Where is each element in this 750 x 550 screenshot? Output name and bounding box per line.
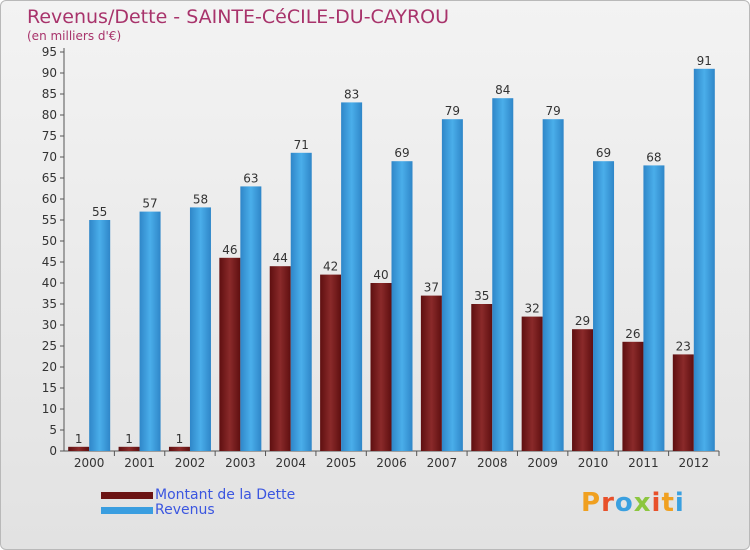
y-tick-label: 5 <box>49 423 57 437</box>
data-label-revenus: 58 <box>193 192 208 206</box>
bar-dette <box>269 266 291 451</box>
bar-revenus <box>391 161 413 451</box>
y-tick-label: 0 <box>49 444 57 458</box>
data-label-revenus: 63 <box>243 171 258 185</box>
data-label-dette: 1 <box>176 432 184 446</box>
x-tick-label: 2001 <box>124 456 155 470</box>
legend-swatch-revenus <box>101 506 153 514</box>
bar-dette <box>118 446 140 451</box>
data-label-revenus: 83 <box>344 87 359 101</box>
data-label-dette: 44 <box>273 251 288 265</box>
x-tick-label: 2003 <box>225 456 256 470</box>
bar-revenus <box>290 152 312 452</box>
x-tick-label: 2008 <box>477 456 508 470</box>
y-tick-label: 10 <box>42 402 57 416</box>
data-label-revenus: 79 <box>445 104 460 118</box>
bar-dette <box>420 295 442 451</box>
x-tick-label: 2000 <box>74 456 105 470</box>
y-tick-label: 55 <box>42 213 57 227</box>
y-tick-label: 75 <box>42 129 57 143</box>
y-tick-label: 80 <box>42 108 57 122</box>
bars <box>68 68 715 452</box>
data-label-revenus: 71 <box>294 138 309 152</box>
bar-dette <box>219 257 241 451</box>
bar-dette <box>370 283 392 451</box>
data-label-dette: 40 <box>373 268 388 282</box>
data-labels: 1 55 1 57 1 58 46 63 44 71 42 83 40 69 37 79 35 84 32 79 29 6… <box>75 54 712 446</box>
data-label-dette: 37 <box>424 281 439 295</box>
data-label-revenus: 79 <box>546 104 561 118</box>
y-tick-label: 50 <box>42 234 57 248</box>
legend-item-revenus: Revenus <box>101 502 215 518</box>
bar-dette <box>68 446 90 451</box>
data-label-dette: 35 <box>474 289 489 303</box>
chart-title: Revenus/Dette - SAINTE-CéCILE-DU-CAYROU <box>27 6 450 28</box>
x-tick-label: 2011 <box>628 456 659 470</box>
data-label-revenus: 69 <box>596 146 611 160</box>
data-label-revenus: 69 <box>394 146 409 160</box>
bar-revenus <box>643 165 665 451</box>
data-label-dette: 23 <box>676 339 691 353</box>
data-label-revenus: 91 <box>697 54 712 68</box>
bar-revenus <box>240 186 262 451</box>
y-tick-label: 30 <box>42 318 57 332</box>
y-tick-label: 60 <box>42 192 57 206</box>
y-tick-label: 95 <box>42 45 57 59</box>
bar-revenus <box>189 207 211 451</box>
proxiti-logo: Proxiti <box>581 488 685 518</box>
bar-dette <box>471 304 493 451</box>
y-tick-label: 25 <box>42 339 57 353</box>
bar-revenus <box>693 68 715 452</box>
x-tick-label: 2006 <box>376 456 407 470</box>
y-tick-label: 45 <box>42 255 57 269</box>
legend-item-dette: Montant de la Dette <box>101 487 295 503</box>
y-tick-label: 65 <box>42 171 57 185</box>
x-tick-label: 2009 <box>527 456 558 470</box>
bar-dette <box>521 316 543 451</box>
data-label-revenus: 57 <box>142 197 157 211</box>
data-label-revenus: 84 <box>495 83 510 97</box>
y-tick-label: 90 <box>42 66 57 80</box>
bar-dette <box>320 274 342 451</box>
bar-revenus <box>593 161 615 451</box>
data-label-revenus: 68 <box>646 150 661 164</box>
y-tick-label: 15 <box>42 381 57 395</box>
data-label-dette: 1 <box>125 432 133 446</box>
data-label-dette: 32 <box>525 302 540 316</box>
bar-revenus <box>542 119 564 451</box>
x-tick-label: 2010 <box>578 456 609 470</box>
data-label-dette: 46 <box>222 243 237 257</box>
legend-swatch-dette <box>101 491 153 499</box>
bar-dette <box>672 354 694 451</box>
bar-revenus <box>441 119 463 451</box>
data-label-dette: 29 <box>575 314 590 328</box>
x-tick-label: 2005 <box>326 456 357 470</box>
data-label-dette: 42 <box>323 260 338 274</box>
data-label-dette: 26 <box>625 327 640 341</box>
x-tick-label: 2004 <box>275 456 306 470</box>
bar-revenus <box>492 98 514 451</box>
chart-subtitle: (en milliers d'€) <box>27 29 122 43</box>
bar-revenus <box>89 220 111 451</box>
legend-label-dette: Montant de la Dette <box>155 487 296 503</box>
x-tick-label: 2007 <box>427 456 458 470</box>
x-tick-label: 2002 <box>175 456 206 470</box>
y-tick-label: 40 <box>42 276 57 290</box>
bar-dette <box>622 341 644 451</box>
legend-label-revenus: Revenus <box>155 502 215 518</box>
x-tick-label: 2012 <box>679 456 710 470</box>
bar-revenus <box>139 211 161 451</box>
y-tick-label: 35 <box>42 297 57 311</box>
y-tick-label: 85 <box>42 87 57 101</box>
bar-dette <box>168 446 190 451</box>
data-label-dette: 1 <box>75 432 83 446</box>
bar-revenus <box>341 102 363 452</box>
data-label-revenus: 55 <box>92 205 107 219</box>
y-tick-label: 20 <box>42 360 57 374</box>
bar-dette <box>572 329 594 451</box>
y-tick-label: 70 <box>42 150 57 164</box>
